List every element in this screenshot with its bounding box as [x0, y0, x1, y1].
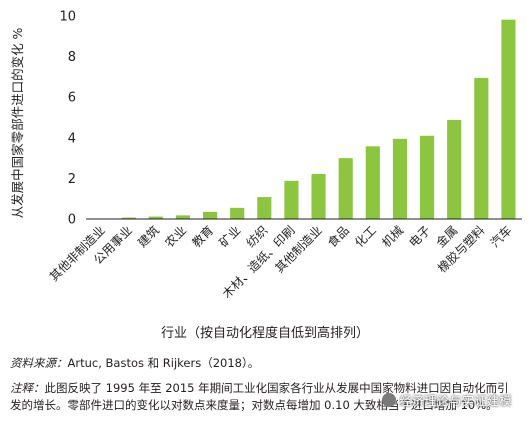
watermark: 经济理论与实证建模	[382, 392, 512, 409]
y-tick-label: 4	[68, 131, 76, 146]
bar	[148, 216, 163, 219]
bar	[311, 173, 326, 219]
x-tick-label: 化工	[352, 223, 379, 250]
x-tick-label: 教育	[189, 223, 217, 251]
bar-chart: 从发展中国家零部件进口的变化 % 0246810 其他非制造业公用事业 建筑 农业教…	[10, 10, 522, 301]
bar	[392, 138, 407, 219]
bar	[175, 215, 190, 219]
y-tick-label: 0	[68, 213, 76, 228]
source-text: Artuc, Bastos 和 Rijkers（2018）。	[67, 356, 260, 370]
note-label: 注释：	[10, 381, 45, 395]
bar	[474, 77, 489, 219]
y-tick-label: 2	[68, 172, 76, 187]
bar	[501, 19, 516, 220]
bar	[257, 197, 272, 219]
bar	[230, 207, 245, 219]
bar	[284, 180, 299, 219]
source-label: 资料来源：	[10, 356, 68, 370]
note-text: 此图反映了 1995 年至 2015 年期间工业化国家各行业从发展中国家物料进口…	[10, 381, 509, 412]
bar	[203, 211, 218, 219]
bar	[365, 146, 380, 219]
bar	[420, 135, 435, 219]
y-axis-label: 从发展中国家零部件进口的变化 %	[10, 27, 25, 218]
x-tick-label: 机械	[378, 223, 406, 251]
x-tick-label: 矿业	[216, 223, 243, 250]
y-tick-label: 6	[68, 91, 76, 106]
y-tick-label: 8	[68, 50, 76, 65]
source-line: 资料来源：Artuc, Bastos 和 Rijkers（2018）。	[10, 355, 259, 371]
x-axis-label: 行业（按自动化程度自低到高排列）	[160, 326, 369, 341]
wechat-icon	[382, 393, 397, 407]
bar	[338, 158, 353, 219]
x-tick-label: 电子	[406, 223, 433, 250]
y-tick-label: 10	[59, 10, 76, 25]
bar	[121, 217, 136, 219]
bar	[447, 119, 462, 219]
x-tick-label: 农业	[162, 223, 189, 250]
x-tick-label: 汽车	[487, 223, 515, 251]
x-tick-label: 建筑	[134, 223, 162, 251]
note-paragraph: 注释：此图反映了 1995 年至 2015 年期间工业化国家各行业从发展中国家物…	[10, 380, 520, 414]
watermark-text: 经济理论与实证建模	[399, 394, 512, 408]
x-tick-label: 食品	[324, 223, 352, 251]
